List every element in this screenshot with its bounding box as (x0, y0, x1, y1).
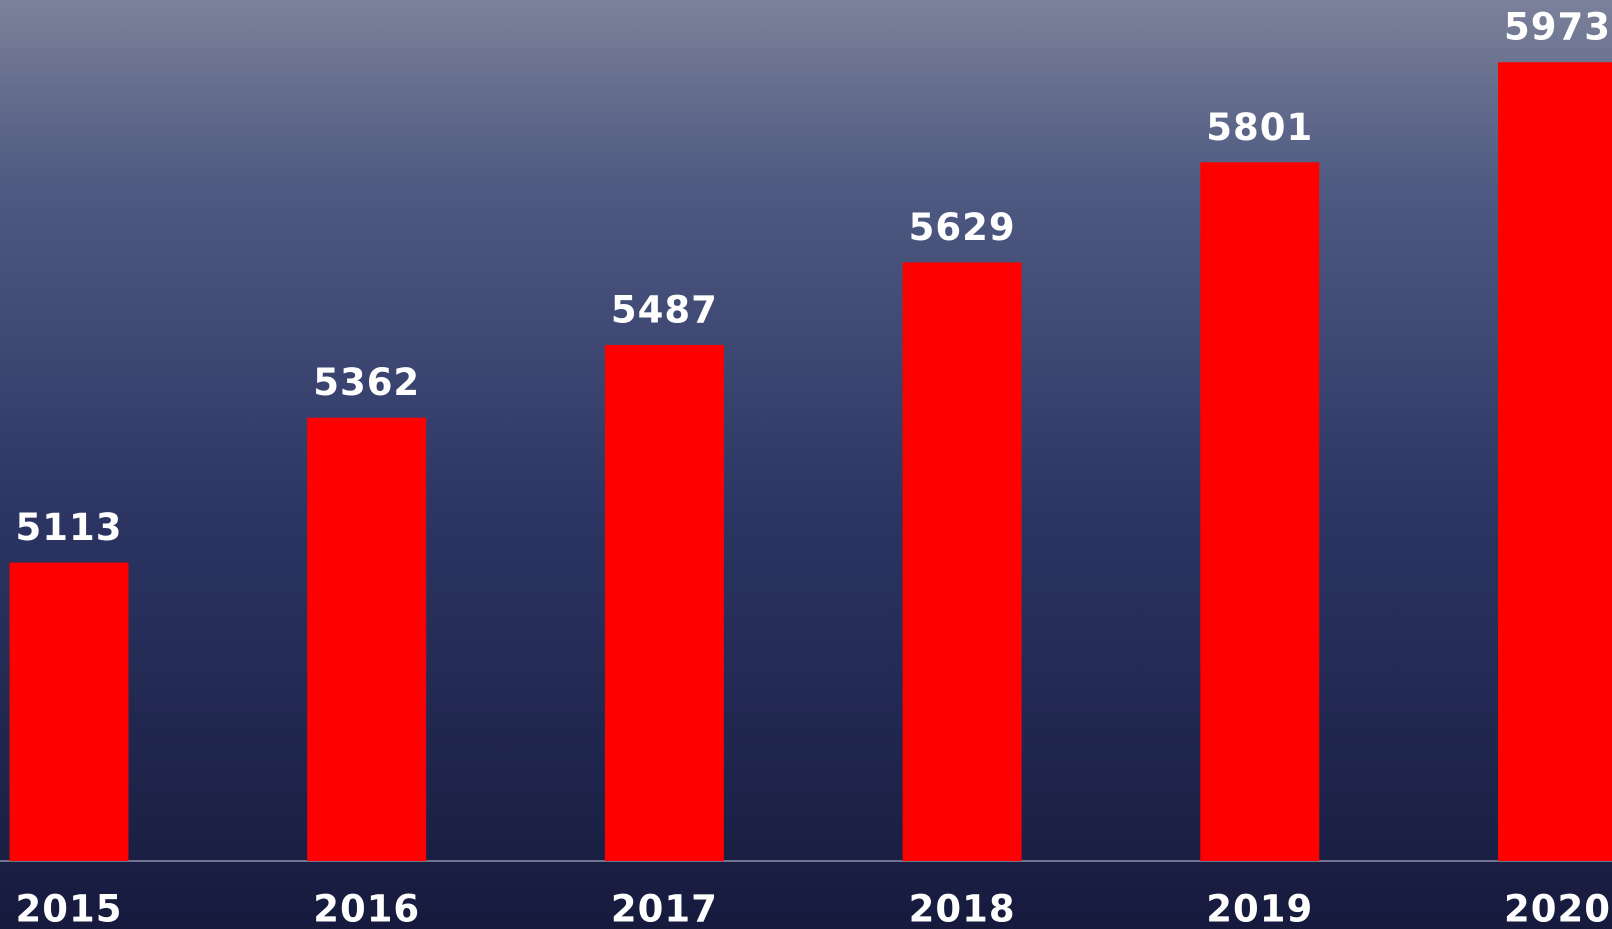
value-label: 5113 (16, 506, 123, 549)
chart: 2015 5113 2016 5362 2017 5487 2018 5629 2019 5801… (0, 0, 1612, 929)
bar (605, 345, 724, 861)
x-tick-label: 2015 (16, 888, 123, 929)
x-tick-label: 2020 (1504, 888, 1611, 929)
value-label: 5487 (611, 288, 718, 331)
background (0, 0, 1612, 929)
bar (1498, 62, 1612, 861)
x-tick-label: 2018 (909, 888, 1016, 929)
value-label: 5801 (1206, 106, 1313, 149)
bar (1200, 162, 1319, 861)
bar (10, 563, 129, 861)
x-tick-label: 2019 (1206, 888, 1313, 929)
value-label: 5973 (1504, 6, 1611, 49)
x-tick-label: 2016 (313, 888, 420, 929)
bar (903, 262, 1022, 861)
value-label: 5629 (909, 206, 1016, 249)
x-tick-label: 2017 (611, 888, 718, 929)
page: {"chart_data": {"type": "bar", "categori… (0, 0, 1612, 929)
value-label: 5362 (313, 361, 420, 404)
bar (307, 418, 426, 861)
